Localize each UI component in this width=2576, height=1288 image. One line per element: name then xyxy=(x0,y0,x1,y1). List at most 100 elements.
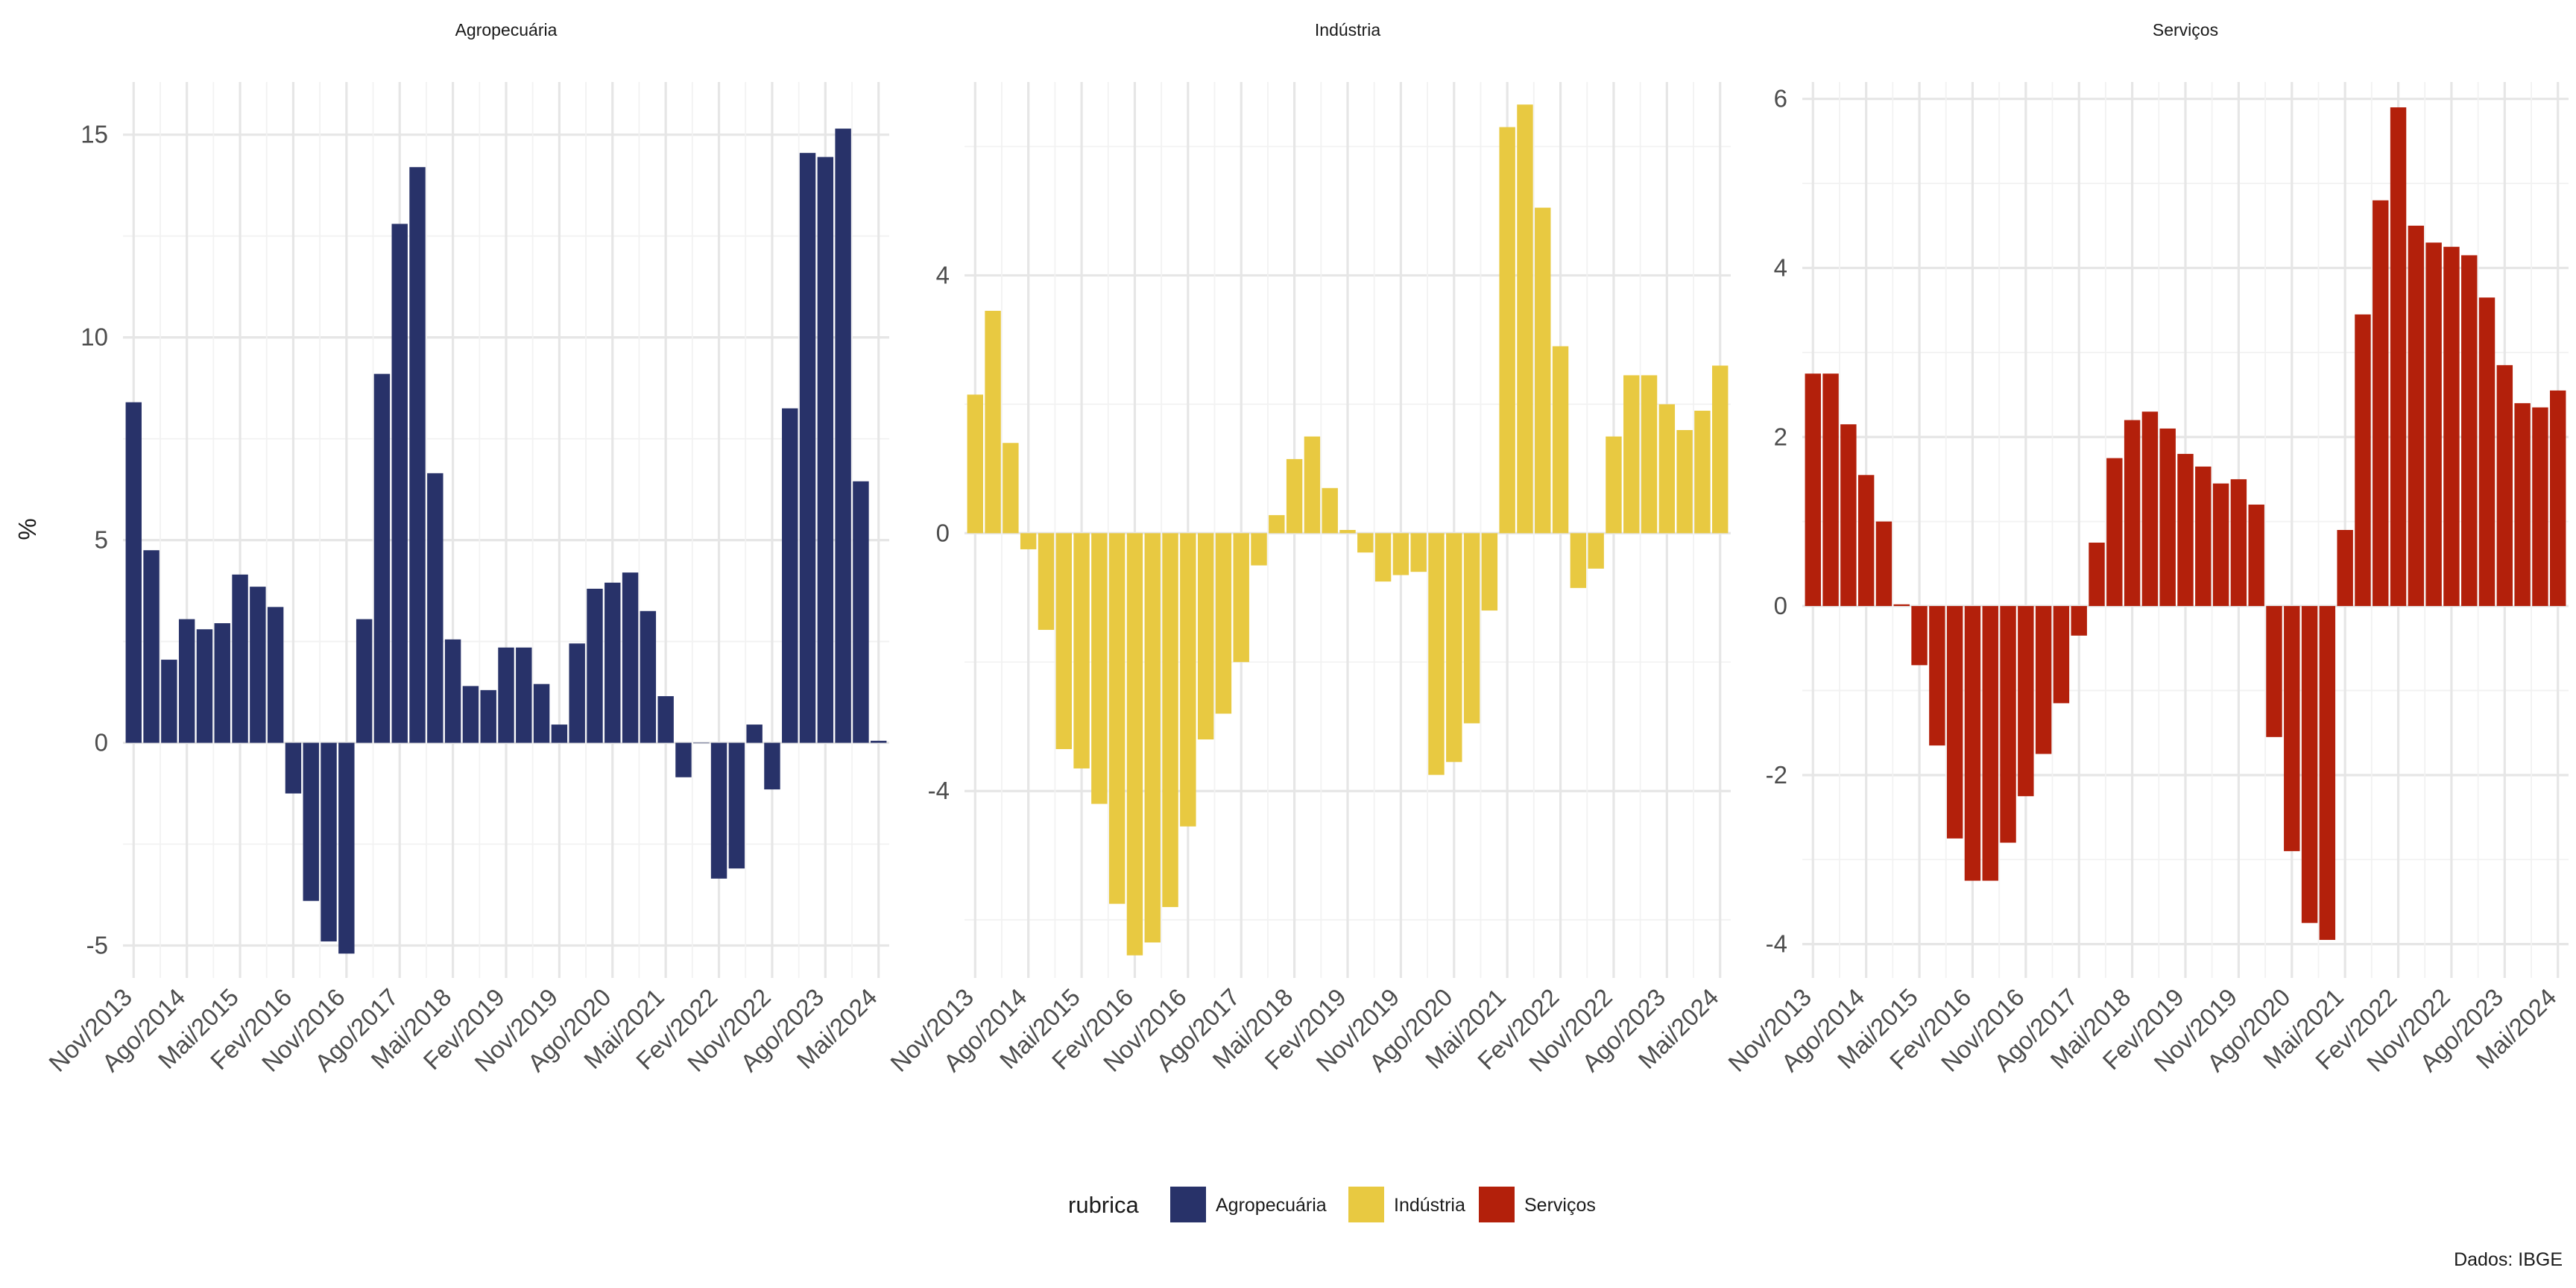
bar-industria-24 xyxy=(1392,533,1409,575)
bar-agropecuaria-34 xyxy=(728,742,745,869)
bar-servicos-22 xyxy=(2195,466,2212,607)
bar-industria-0 xyxy=(967,394,983,534)
y-tick-label: 0 xyxy=(936,519,950,546)
y-tick-label: -5 xyxy=(86,931,108,959)
y-tick-label: 4 xyxy=(936,261,950,288)
bar-industria-1 xyxy=(985,310,1001,534)
legend-label-agropecuaria: Agropecuária xyxy=(1216,1195,1327,1216)
bar-servicos-37 xyxy=(2461,255,2478,607)
bar-agropecuaria-18 xyxy=(444,639,461,743)
bar-industria-14 xyxy=(1215,533,1232,714)
bar-servicos-41 xyxy=(2532,407,2548,607)
bar-industria-23 xyxy=(1374,533,1392,582)
bar-industria-3 xyxy=(1020,533,1037,549)
bar-servicos-19 xyxy=(2141,411,2159,607)
facet-panels: -5051015Nov/2013Ago/2014Mai/2015Fev/2016… xyxy=(43,20,2569,1077)
bar-industria-27 xyxy=(1446,533,1462,763)
bar-agropecuaria-26 xyxy=(587,588,603,743)
bar-industria-15 xyxy=(1233,533,1249,663)
y-tick-label: 2 xyxy=(1774,423,1787,450)
bar-servicos-3 xyxy=(1857,475,1875,607)
bar-agropecuaria-12 xyxy=(338,742,355,954)
bar-servicos-34 xyxy=(2408,225,2425,607)
bar-industria-22 xyxy=(1357,533,1374,553)
bar-agropecuaria-11 xyxy=(321,742,337,942)
bar-industria-18 xyxy=(1286,458,1303,534)
bar-industria-29 xyxy=(1481,533,1498,611)
bar-servicos-23 xyxy=(2212,483,2229,607)
bar-servicos-25 xyxy=(2248,504,2264,607)
bar-servicos-28 xyxy=(2301,606,2318,924)
bar-agropecuaria-22 xyxy=(516,647,532,743)
bar-industria-31 xyxy=(1517,104,1533,534)
y-tick-label: 10 xyxy=(80,323,108,351)
bar-industria-17 xyxy=(1269,515,1285,534)
bar-industria-36 xyxy=(1606,436,1622,534)
bar-servicos-18 xyxy=(2124,420,2141,607)
bar-agropecuaria-27 xyxy=(604,582,621,743)
bar-agropecuaria-23 xyxy=(533,684,550,743)
legend-key-agropecuaria xyxy=(1170,1187,1206,1222)
bar-industria-25 xyxy=(1410,533,1427,572)
bar-industria-35 xyxy=(1588,533,1604,569)
legend: rubrica Agropecuária Indústria Serviços xyxy=(1068,1187,1596,1222)
bar-agropecuaria-19 xyxy=(462,686,479,743)
bar-servicos-0 xyxy=(1805,373,1821,607)
bar-industria-10 xyxy=(1144,533,1161,943)
bar-industria-34 xyxy=(1570,533,1587,588)
bar-agropecuaria-37 xyxy=(782,408,798,743)
bar-agropecuaria-39 xyxy=(817,157,834,743)
bar-industria-5 xyxy=(1055,533,1072,750)
bar-servicos-12 xyxy=(2018,606,2034,797)
bar-industria-7 xyxy=(1091,533,1108,804)
bar-agropecuaria-28 xyxy=(622,572,639,743)
bar-servicos-29 xyxy=(2319,606,2336,940)
bar-industria-16 xyxy=(1251,533,1267,566)
bar-agropecuaria-32 xyxy=(693,742,710,744)
panel-agropecuaria: -5051015Nov/2013Ago/2014Mai/2015Fev/2016… xyxy=(43,20,889,1077)
bar-agropecuaria-4 xyxy=(196,629,213,743)
legend-key-industria xyxy=(1348,1187,1384,1222)
bar-agropecuaria-30 xyxy=(657,695,674,743)
bar-servicos-36 xyxy=(2443,247,2460,607)
bar-agropecuaria-33 xyxy=(710,742,727,879)
bar-servicos-32 xyxy=(2373,200,2389,607)
bar-servicos-7 xyxy=(1929,606,1945,746)
bar-servicos-30 xyxy=(2337,530,2353,607)
bar-industria-30 xyxy=(1499,127,1515,534)
bar-industria-13 xyxy=(1197,533,1214,740)
bar-servicos-11 xyxy=(2000,606,2016,843)
facet-strip-servicos: Serviços xyxy=(2153,20,2218,40)
bar-agropecuaria-1 xyxy=(143,550,160,743)
bar-agropecuaria-31 xyxy=(675,742,692,777)
bar-industria-41 xyxy=(1694,411,1711,534)
bar-servicos-2 xyxy=(1840,424,1857,607)
bar-industria-19 xyxy=(1304,436,1321,534)
bar-servicos-39 xyxy=(2496,364,2513,607)
bar-agropecuaria-38 xyxy=(799,153,816,743)
y-tick-label: 15 xyxy=(80,121,108,148)
bar-industria-26 xyxy=(1428,533,1445,775)
bar-industria-20 xyxy=(1322,487,1338,534)
bar-servicos-38 xyxy=(2478,297,2496,607)
bar-servicos-31 xyxy=(2355,314,2371,607)
bar-agropecuaria-15 xyxy=(391,224,408,743)
y-tick-label: -4 xyxy=(928,777,950,804)
bar-agropecuaria-29 xyxy=(640,610,657,743)
bar-agropecuaria-35 xyxy=(746,724,763,743)
y-tick-label: 0 xyxy=(1774,592,1787,619)
bar-agropecuaria-2 xyxy=(161,660,177,743)
bar-agropecuaria-40 xyxy=(835,128,851,743)
bar-servicos-9 xyxy=(1964,606,1981,881)
caption: Dados: IBGE xyxy=(2454,1249,2563,1270)
bar-servicos-26 xyxy=(2266,606,2282,737)
y-tick-label: -2 xyxy=(1766,761,1787,789)
bar-industria-4 xyxy=(1038,533,1055,631)
bar-industria-2 xyxy=(1003,443,1019,534)
panel-servicos: -4-20246Nov/2013Ago/2014Mai/2015Fev/2016… xyxy=(1723,20,2569,1077)
y-tick-label: 5 xyxy=(95,526,108,554)
bar-agropecuaria-8 xyxy=(267,607,284,743)
bar-industria-21 xyxy=(1339,530,1356,534)
bar-agropecuaria-41 xyxy=(853,481,869,743)
